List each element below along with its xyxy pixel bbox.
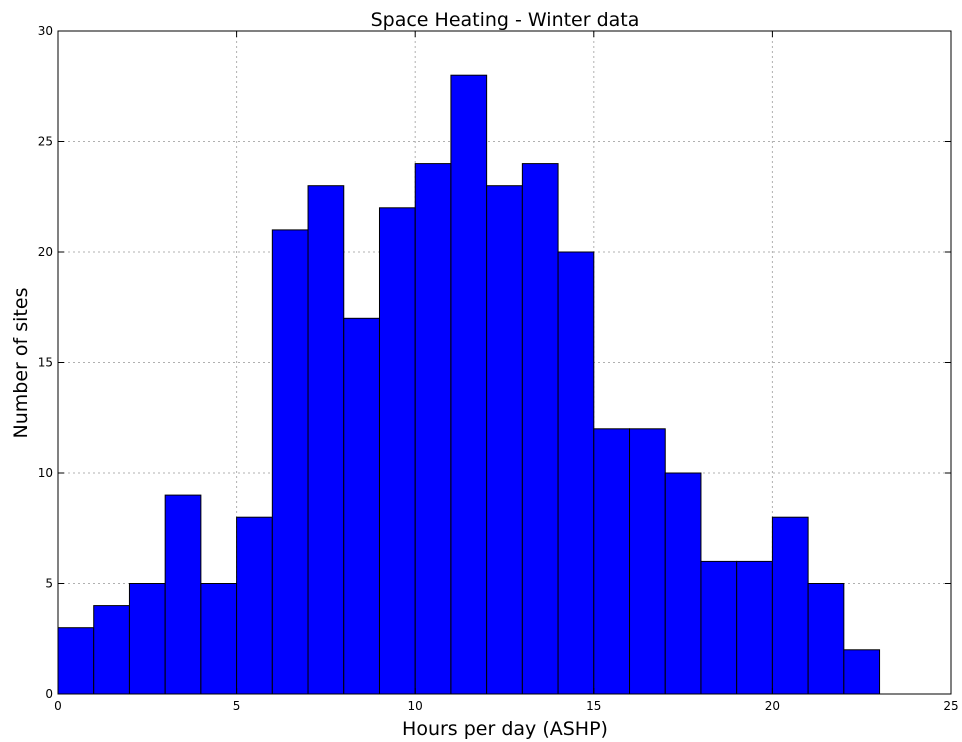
x-axis-label: Hours per day (ASHP)	[402, 718, 608, 740]
y-tick-label: 25	[38, 135, 53, 149]
histogram-bar	[629, 428, 666, 695]
y-tick-labels: 0 5 10 15 20 25 30	[38, 24, 53, 701]
histogram-bar	[771, 516, 809, 695]
x-tick-label: 15	[586, 699, 601, 713]
histogram-bar	[593, 428, 631, 695]
histogram-bar	[450, 74, 488, 695]
y-tick-label: 30	[38, 24, 53, 38]
y-tick-label: 0	[45, 687, 53, 701]
histogram-bar	[414, 163, 452, 695]
histogram-bar	[164, 494, 202, 695]
histogram-bar	[843, 649, 881, 695]
x-tick-labels: 0 5 10 15 20 25	[54, 699, 958, 713]
histogram-bar	[57, 627, 95, 695]
y-tick-label: 15	[38, 356, 53, 370]
histogram-bar	[664, 472, 702, 695]
histogram-bar	[807, 583, 845, 695]
histogram-bar	[307, 185, 345, 695]
x-tick-label: 5	[233, 699, 241, 713]
y-tick-label: 10	[38, 466, 53, 480]
x-tick-label: 10	[408, 699, 423, 713]
chart-title: Space Heating - Winter data	[371, 9, 640, 31]
y-axis-label: Number of sites	[10, 288, 32, 439]
histogram-bar	[343, 317, 380, 695]
histogram-bar	[736, 560, 773, 695]
histogram-bar	[271, 229, 309, 695]
histogram-bar	[700, 560, 738, 695]
bars	[57, 74, 881, 695]
histogram-bar	[93, 605, 130, 695]
x-tick-label: 25	[943, 699, 958, 713]
histogram-bar	[486, 185, 523, 695]
histogram-bar	[557, 251, 595, 695]
x-tick-label: 20	[765, 699, 780, 713]
histogram-bar	[128, 583, 166, 695]
plot-frame	[57, 30, 952, 695]
y-tick-label: 20	[38, 245, 53, 259]
histogram-bar	[236, 516, 273, 695]
histogram-bar	[521, 163, 559, 695]
x-tick-label: 0	[54, 699, 62, 713]
y-tick-label: 5	[45, 577, 53, 591]
histogram-bar	[200, 583, 238, 695]
histogram-bar	[378, 207, 416, 695]
